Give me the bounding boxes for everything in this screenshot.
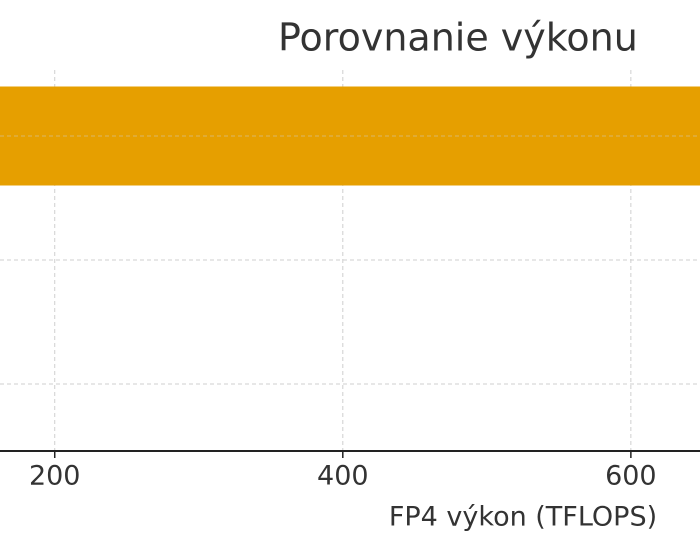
x-tick-label: 400 <box>317 461 369 492</box>
x-tick-label: 200 <box>29 461 81 492</box>
x-tick-label: 600 <box>605 461 657 492</box>
x-axis-label: FP4 výkon (TFLOPS) <box>389 502 657 533</box>
chart-title: Porovnanie výkonu <box>278 16 638 60</box>
